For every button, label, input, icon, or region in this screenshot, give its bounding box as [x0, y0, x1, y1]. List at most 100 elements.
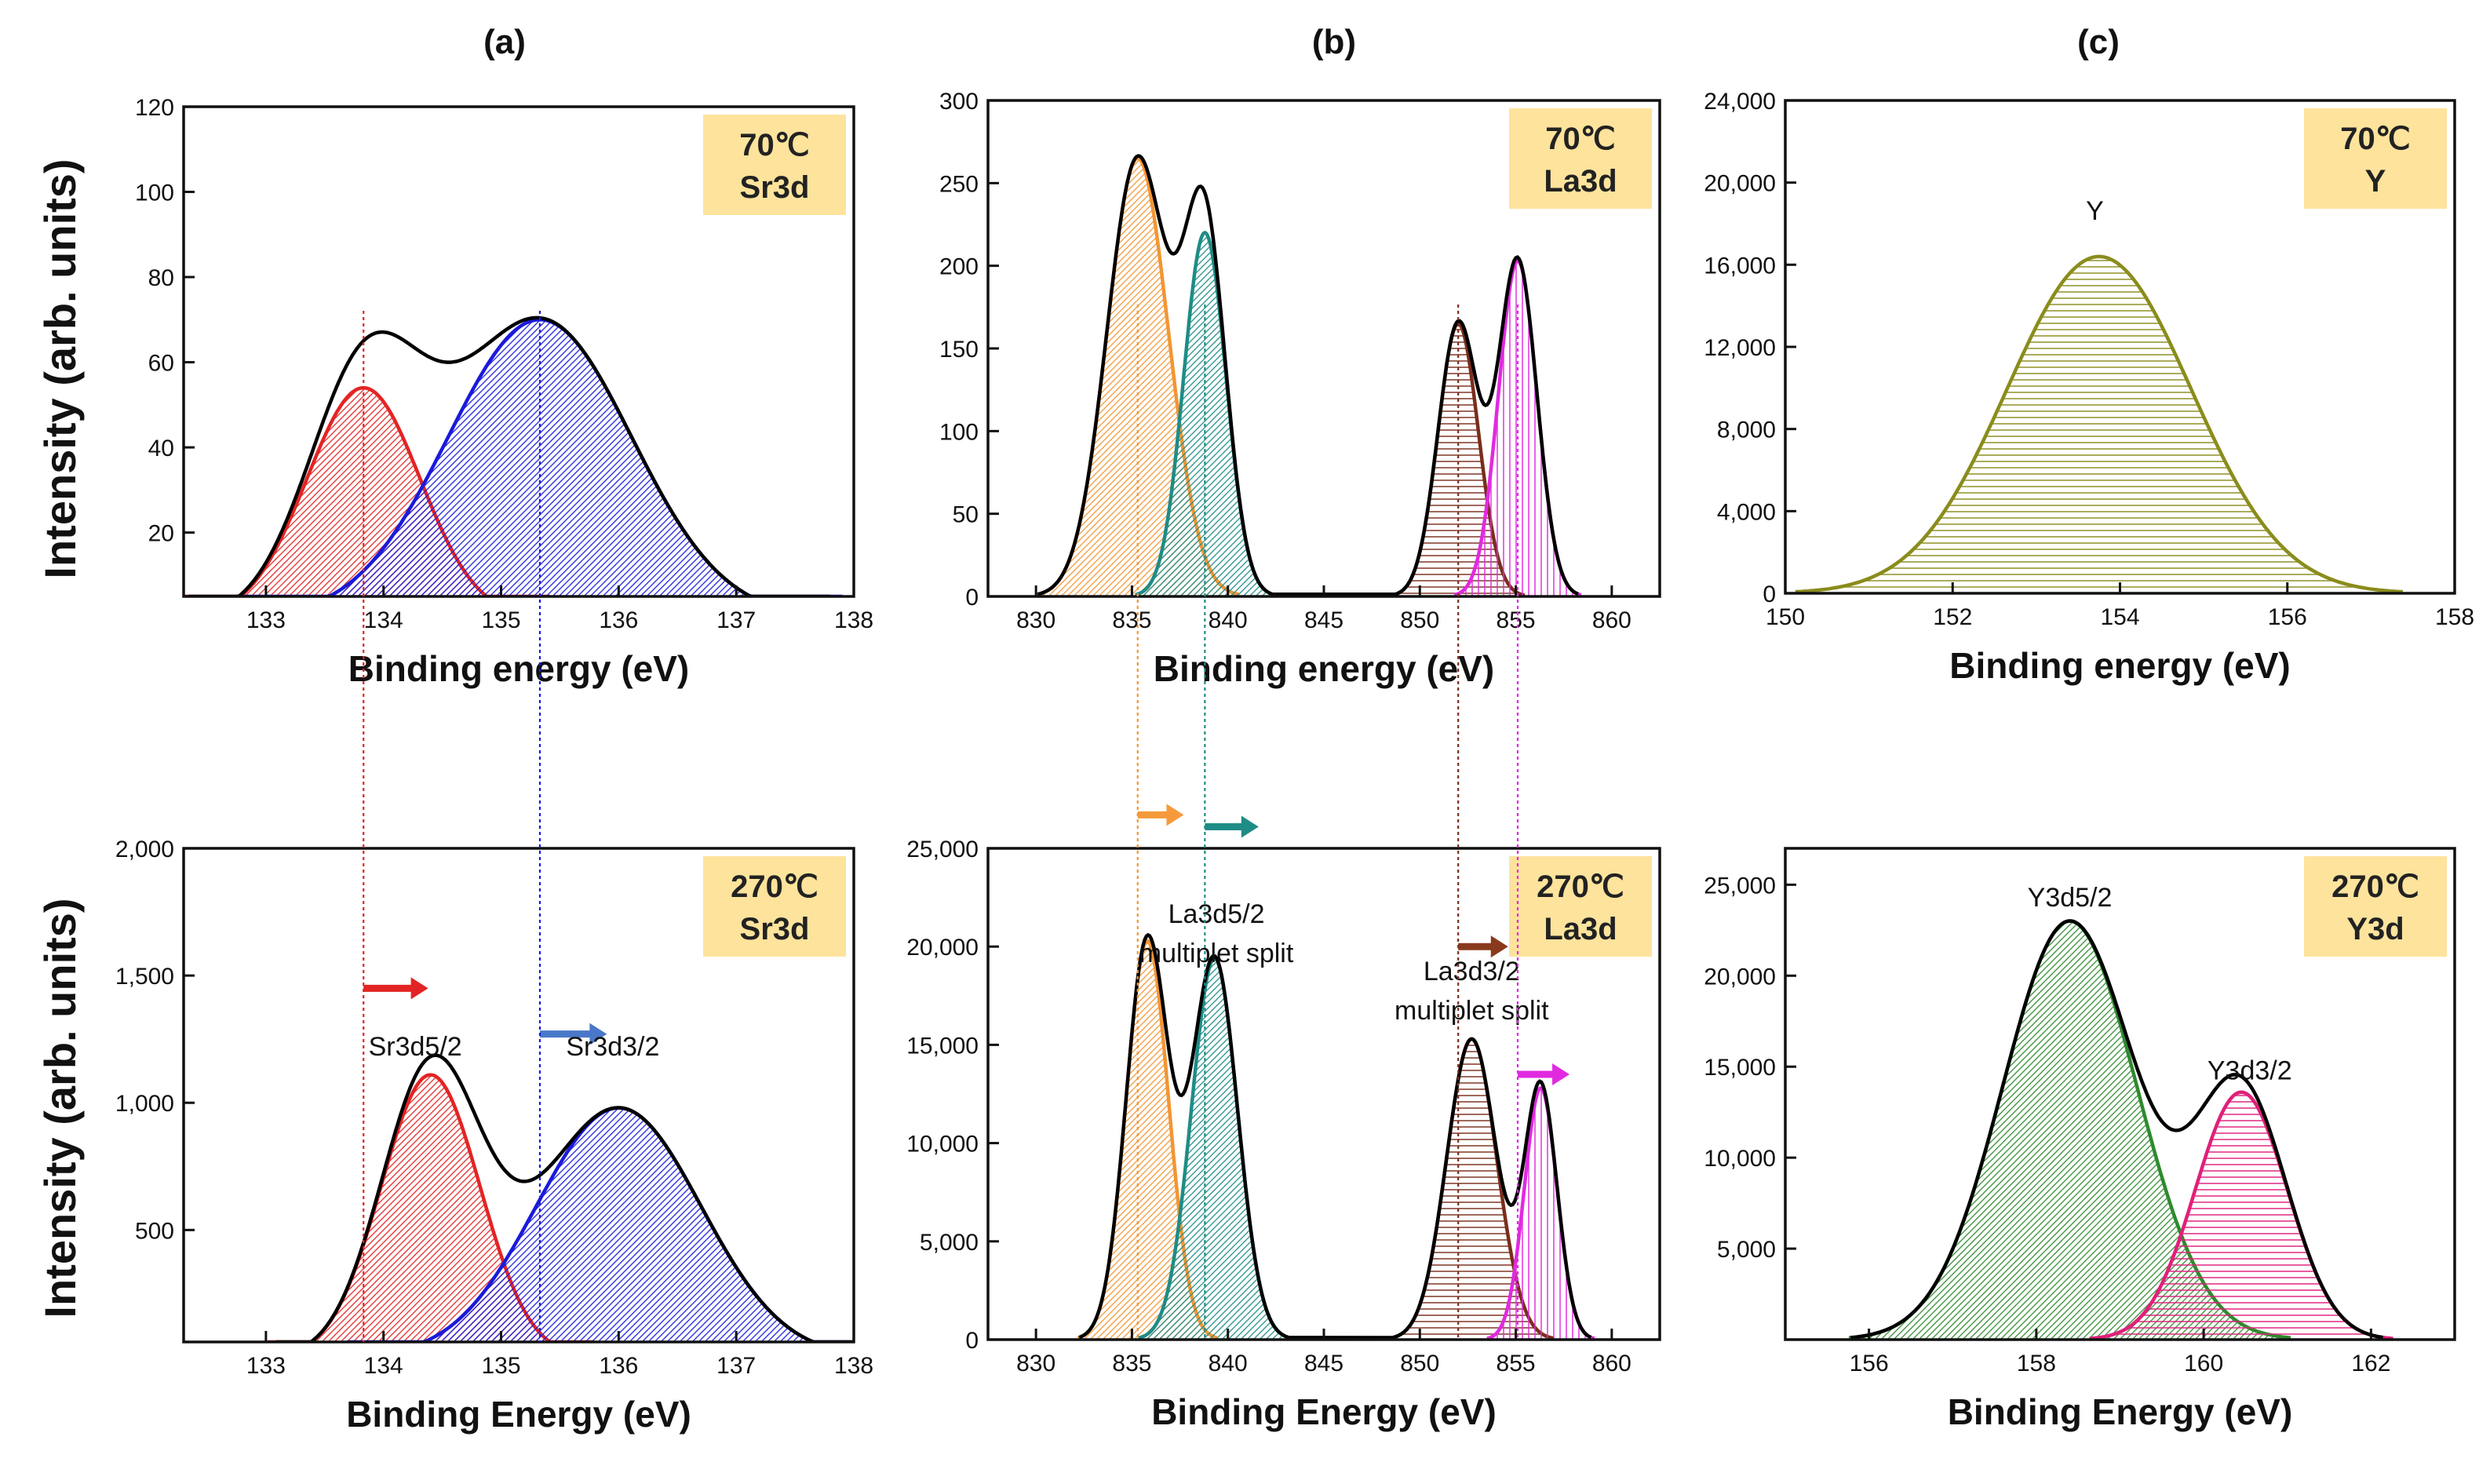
peak-fill-1	[267, 1074, 594, 1342]
x-axis-title: Binding Energy (eV)	[1948, 1391, 2293, 1432]
y-tick-label: 10,000	[906, 1132, 979, 1158]
panel-label-c: (c)	[2077, 23, 2120, 61]
condition-element: La3d	[1544, 164, 1617, 199]
y-tick-label: 20,000	[906, 935, 979, 961]
y-tick-label: 50	[953, 502, 979, 528]
peak-fill-2	[347, 1107, 854, 1342]
chart-panel-a-bottom: 133 134 135 136 137 138 500 1,000 1,500 2,000 Bind…	[115, 837, 873, 1435]
axes-frame	[182, 847, 855, 1344]
x-tick-label: 135	[481, 607, 520, 633]
peak-annotation: multiplet split	[1139, 939, 1294, 968]
x-axis-title: Binding energy (eV)	[348, 648, 689, 689]
y-tick-label: 0	[965, 1328, 979, 1354]
condition-temperature: 270℃	[2331, 870, 2419, 904]
panel-label-a: (a)	[483, 23, 526, 61]
peak-fill-1	[184, 388, 550, 596]
panel-label-b: (b)	[1312, 23, 1356, 61]
condition-element: La3d	[1544, 912, 1617, 946]
peak-annotation: Y3d5/2	[2028, 883, 2113, 913]
y-tick-label: 2,000	[115, 837, 174, 862]
x-tick-label: 135	[481, 1353, 520, 1379]
y-tick-label: 100	[939, 419, 979, 445]
plot-area	[1795, 254, 2404, 593]
plot-area	[1077, 932, 1595, 1340]
x-tick-label: 855	[1497, 1351, 1536, 1376]
peak-guide-lines	[363, 304, 1519, 1342]
plot-area	[1848, 919, 2393, 1340]
peak-fill-1	[1795, 256, 2403, 593]
x-tick-label: 830	[1016, 607, 1055, 633]
y-tick-label: 10,000	[1704, 1146, 1776, 1172]
y-tick-label: 0	[965, 585, 979, 611]
condition-temperature: 70℃	[1545, 122, 1615, 156]
shift-arrow-head	[410, 977, 428, 1000]
condition-tag	[1509, 856, 1652, 957]
x-tick-label: 850	[1400, 1351, 1439, 1376]
condition-temperature: 70℃	[739, 128, 809, 162]
y-tick-label: 25,000	[906, 837, 979, 862]
x-tick-label: 850	[1400, 607, 1439, 633]
y-tick-label: 16,000	[1704, 253, 1776, 279]
shift-arrow-head	[1241, 815, 1259, 838]
y-tick-label: 20	[148, 521, 174, 547]
x-tick-label: 162	[2351, 1351, 2390, 1376]
axes-frame	[1784, 847, 2456, 1341]
condition-element: Sr3d	[740, 912, 810, 946]
x-tick-label: 134	[364, 607, 403, 633]
x-tick-label: 156	[2268, 604, 2307, 630]
condition-element: Y	[2365, 164, 2386, 199]
y-tick-label: 8,000	[1717, 417, 1776, 443]
condition-element: Sr3d	[740, 170, 810, 205]
x-tick-label: 138	[834, 607, 873, 633]
peak-line-1	[1795, 254, 2404, 593]
x-tick-label: 137	[716, 607, 756, 633]
chart-panel-a-top: 133 134 135 136 137 138 20 40 60 80 100 120 Binding …	[135, 95, 873, 689]
plot-area	[1036, 154, 1582, 596]
peak-annotation: Y	[2086, 196, 2104, 226]
axes-frame	[182, 105, 855, 598]
plot-area	[184, 315, 843, 596]
chart-panel-b-bottom: 830 835 840 845 850 855 860 0 5,000 10,000 15,000 2…	[906, 804, 1661, 1432]
peak-annotation: La3d5/2	[1168, 899, 1265, 929]
condition-tag	[1509, 108, 1652, 209]
x-tick-label: 138	[834, 1353, 873, 1379]
x-tick-label: 136	[599, 1353, 638, 1379]
y-tick-label: 5,000	[1717, 1237, 1776, 1263]
chart-panel-c-top: 150 152 154 156 158 0 4,000 8,000 12,000 16,000 20…	[1704, 89, 2474, 686]
x-tick-label: 860	[1592, 607, 1631, 633]
x-tick-label: 840	[1209, 607, 1248, 633]
x-tick-label: 154	[2100, 604, 2139, 630]
y-tick-label: 500	[135, 1218, 174, 1244]
y-axis-title-bottom: Intensity (arb. units)	[35, 898, 85, 1318]
x-tick-label: 855	[1497, 607, 1536, 633]
condition-tag	[703, 856, 846, 957]
peak-annotation: Sr3d5/2	[369, 1032, 462, 1062]
y-tick-label: 15,000	[906, 1033, 979, 1059]
y-tick-label: 25,000	[1704, 873, 1776, 899]
y-tick-label: 5,000	[920, 1230, 979, 1256]
condition-tag	[2304, 856, 2447, 957]
x-tick-label: 152	[1933, 604, 1972, 630]
x-tick-label: 134	[364, 1353, 403, 1379]
envelope-line	[1078, 932, 1592, 1340]
y-tick-label: 80	[148, 265, 174, 291]
y-tick-label: 15,000	[1704, 1055, 1776, 1081]
y-tick-label: 20,000	[1704, 171, 1776, 197]
y-tick-label: 120	[135, 95, 174, 121]
x-tick-label: 835	[1112, 607, 1151, 633]
shift-arrow-head	[1490, 935, 1508, 958]
condition-temperature: 70℃	[2340, 122, 2410, 156]
x-tick-label: 160	[2184, 1351, 2223, 1376]
y-tick-label: 40	[148, 436, 174, 461]
x-tick-label: 137	[716, 1353, 756, 1379]
y-axis-title-top: Intensity (arb. units)	[35, 159, 85, 578]
y-tick-label: 250	[939, 171, 979, 197]
y-tick-label: 24,000	[1704, 89, 1776, 115]
y-tick-label: 100	[135, 180, 174, 206]
peak-annotation: Sr3d3/2	[566, 1032, 659, 1062]
x-tick-label: 845	[1304, 607, 1343, 633]
peak-annotation: multiplet split	[1394, 996, 1549, 1026]
y-tick-label: 12,000	[1704, 335, 1776, 361]
x-axis-title: Binding energy (eV)	[1949, 645, 2290, 686]
